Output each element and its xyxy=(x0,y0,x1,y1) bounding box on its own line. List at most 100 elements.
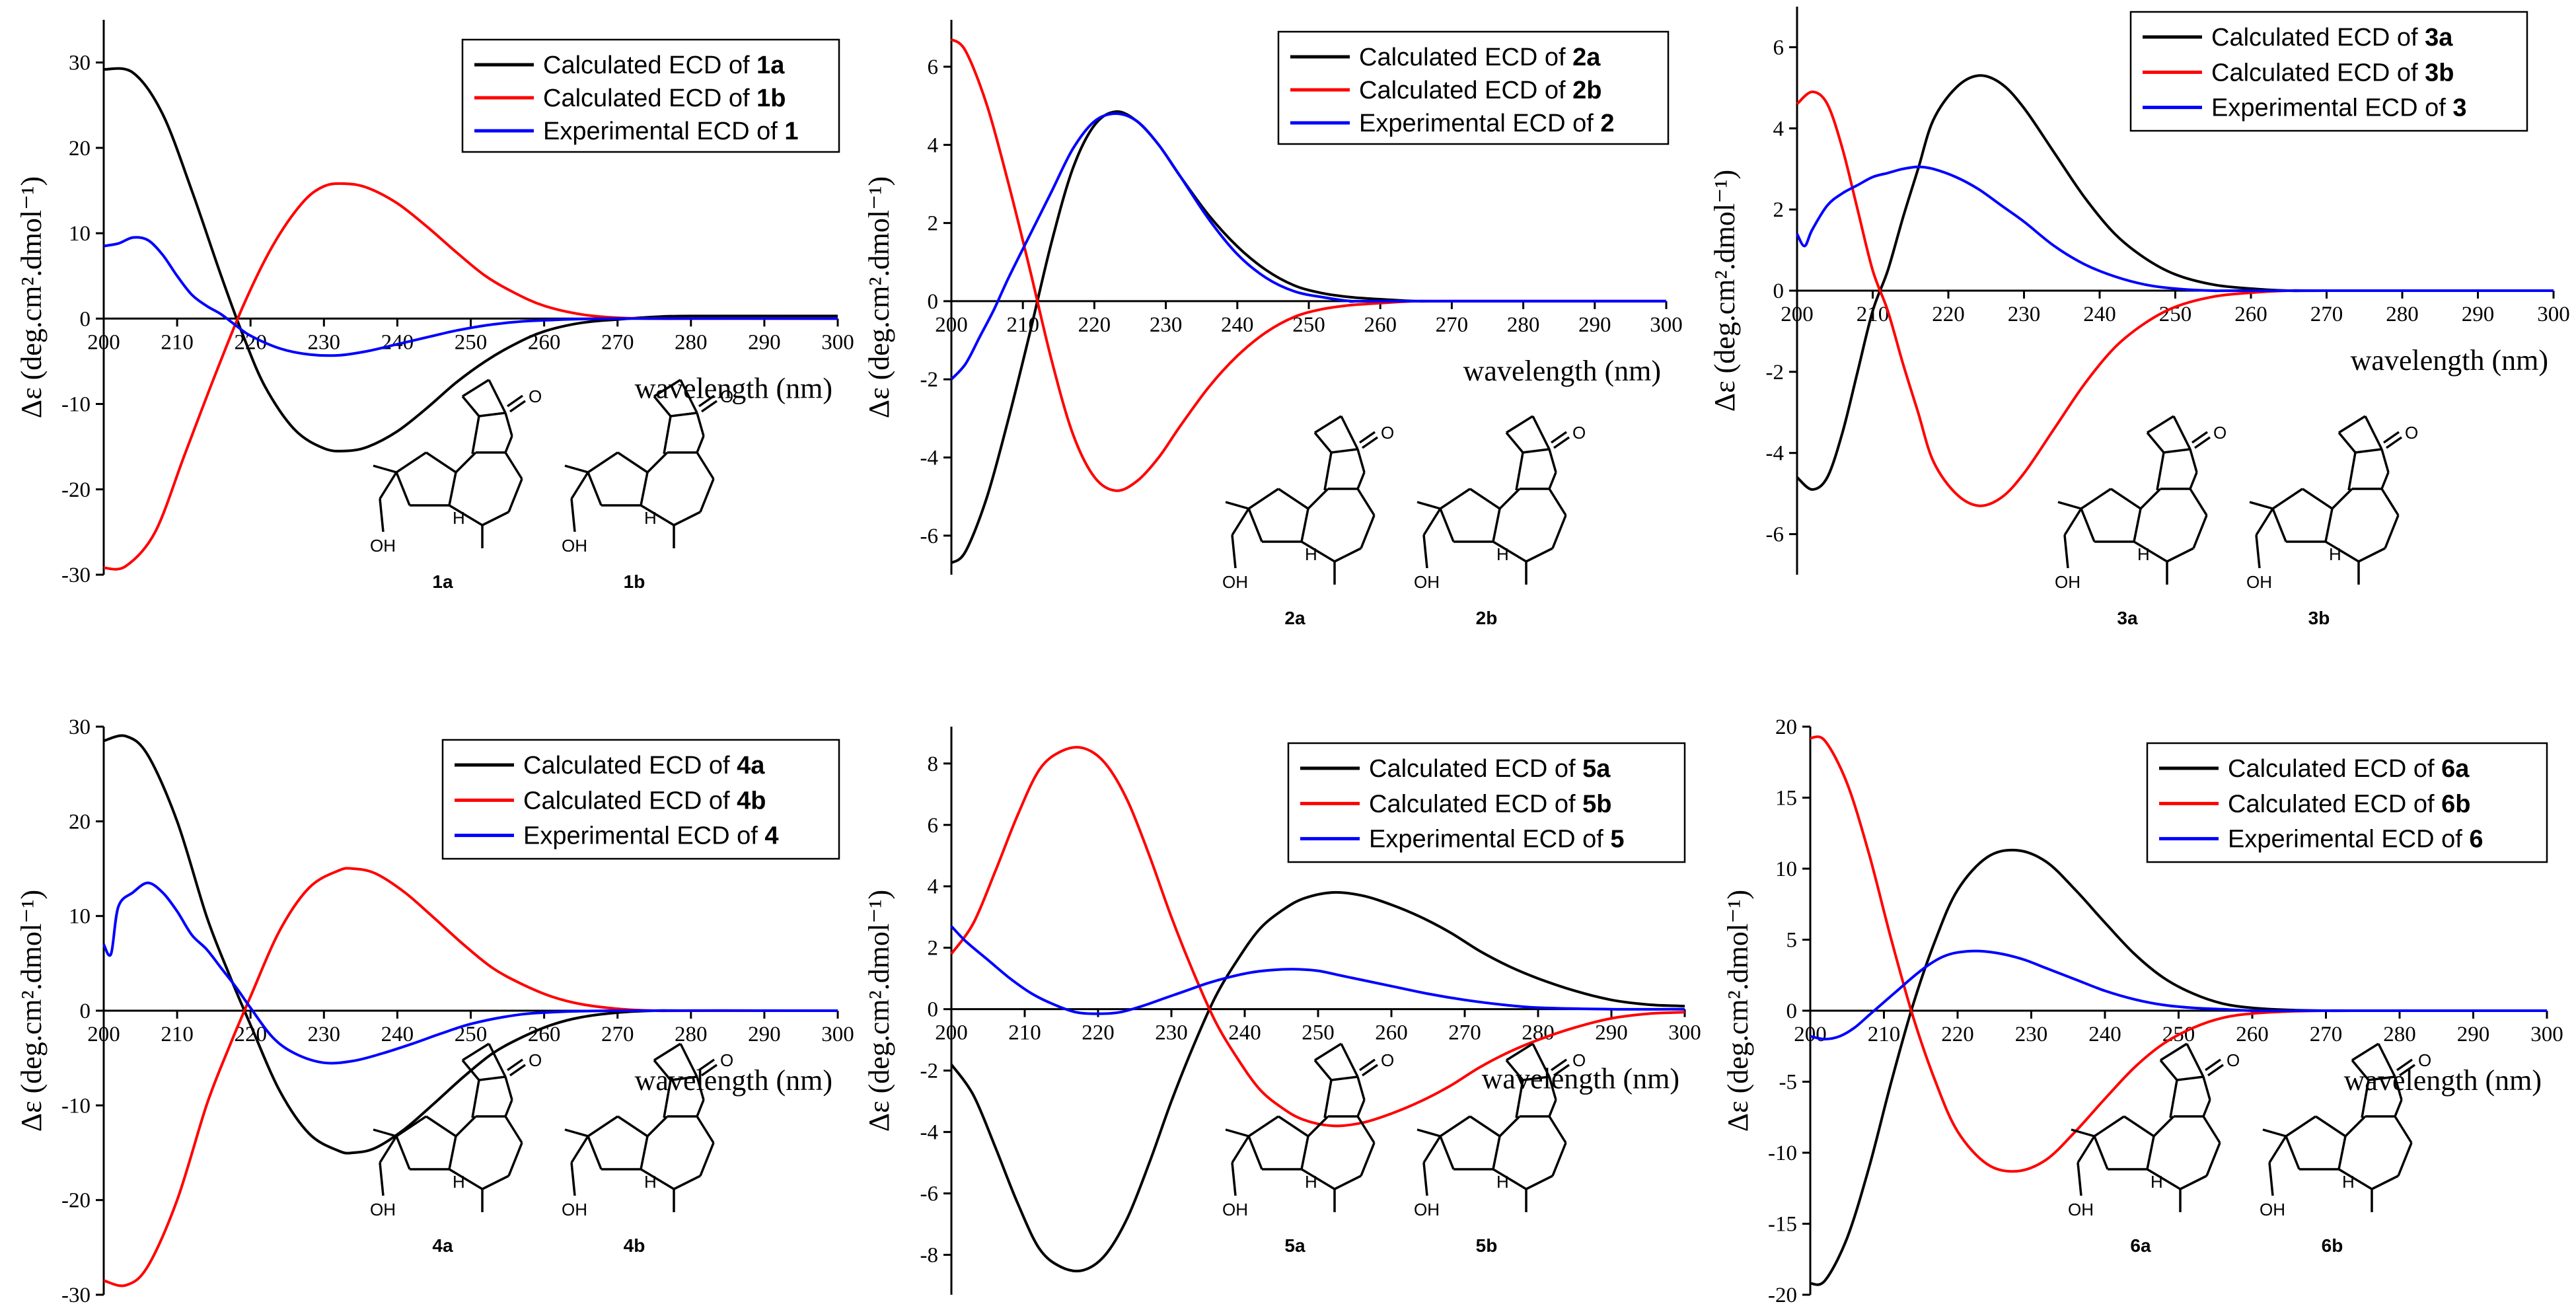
series-line-5 xyxy=(950,925,1685,1015)
legend-entry: Experimental ECD of 6 xyxy=(2228,826,2484,853)
y-tick-label: -20 xyxy=(61,1189,91,1213)
bond xyxy=(640,1136,649,1170)
y-tick-label: 30 xyxy=(69,52,91,75)
y-tick-label: 6 xyxy=(928,55,939,79)
y-tick-label: -4 xyxy=(920,447,939,470)
y-tick-label: 6 xyxy=(928,814,939,838)
bond xyxy=(2344,1115,2367,1138)
bond xyxy=(1314,1042,1342,1062)
bond xyxy=(1492,1136,1501,1170)
x-tick-label: 240 xyxy=(1228,1021,1261,1045)
x-axis-title: wavelength (nm) xyxy=(2344,1064,2542,1097)
bond xyxy=(1422,534,1428,569)
bond xyxy=(461,1059,480,1081)
bond xyxy=(448,1136,457,1170)
bond xyxy=(2337,1136,2347,1170)
bond xyxy=(1313,431,1333,454)
y-tick-label: 2 xyxy=(1773,198,1785,222)
x-tick-label: 230 xyxy=(2015,1023,2048,1046)
x-tick-label: 270 xyxy=(1436,313,1469,337)
bond xyxy=(2202,1116,2221,1143)
bond xyxy=(2139,488,2162,510)
bond xyxy=(455,451,477,474)
x-axis-title: wavelength (nm) xyxy=(635,1064,832,1097)
x-tick-label: 240 xyxy=(2083,303,2116,326)
atom-label: O xyxy=(1572,1050,1586,1070)
y-axis-title: Δε (deg.cm².dmol⁻¹) xyxy=(1722,890,1754,1132)
bond xyxy=(1231,508,1250,536)
atom-label: O xyxy=(1381,423,1394,443)
bond xyxy=(673,1175,701,1190)
bond xyxy=(2331,488,2353,510)
structure-1b: O OH H 1b xyxy=(562,379,733,592)
bond xyxy=(482,511,509,526)
bond xyxy=(1551,515,1567,549)
bond xyxy=(2255,508,2274,536)
bond xyxy=(2351,1042,2379,1062)
bond xyxy=(1362,436,1378,449)
structure-label: 6a xyxy=(2130,1235,2151,1256)
x-tick-label: 280 xyxy=(675,1023,708,1046)
bond xyxy=(617,1115,648,1138)
y-tick-label: -15 xyxy=(1768,1213,1797,1237)
bond xyxy=(2351,1059,2370,1081)
bond xyxy=(699,1142,715,1177)
bond xyxy=(1548,472,1557,489)
bond xyxy=(1506,415,1533,434)
bond xyxy=(2147,1168,2181,1190)
bond xyxy=(587,472,603,506)
x-tick-label: 240 xyxy=(2088,1023,2121,1046)
structure-3b: O OH H 3b xyxy=(2246,415,2418,628)
y-tick-label: 20 xyxy=(69,137,91,161)
bond xyxy=(564,1128,589,1138)
bond xyxy=(2080,488,2112,510)
series-line-5b xyxy=(950,746,1685,1128)
atom-label: H xyxy=(644,508,657,528)
bond xyxy=(2399,1064,2415,1077)
bond xyxy=(2205,1058,2221,1071)
x-tick-label: 300 xyxy=(1650,313,1683,337)
bond xyxy=(448,472,457,506)
bond xyxy=(1360,515,1376,549)
bond xyxy=(2285,1115,2316,1138)
bond xyxy=(1247,508,1263,542)
atom-label: H xyxy=(2151,1172,2163,1192)
y-axis-title: Δε (deg.cm².dmol⁻¹) xyxy=(1709,170,1741,412)
bond xyxy=(461,395,480,417)
bond xyxy=(2255,534,2261,569)
y-tick-label: 10 xyxy=(1775,857,1797,881)
bond xyxy=(1439,508,1455,542)
x-tick-label: 290 xyxy=(1578,313,1611,337)
y-tick-label: 20 xyxy=(69,810,91,834)
y-tick-label: 10 xyxy=(69,222,91,246)
bond xyxy=(1301,1168,1335,1190)
bond xyxy=(2361,1079,2370,1118)
legend: Calculated ECD of 2a Calculated ECD of 2b… xyxy=(1277,30,1670,145)
x-tick-label: 200 xyxy=(935,313,968,337)
bond xyxy=(1531,1043,1551,1077)
atom-label: OH xyxy=(562,1200,587,1219)
y-tick-label: 20 xyxy=(1775,715,1797,739)
y-tick-label: 5 xyxy=(1786,929,1798,953)
legend-entry: Experimental ECD of 4 xyxy=(523,822,779,850)
x-tick-label: 290 xyxy=(748,1023,781,1046)
x-tick-label: 300 xyxy=(2537,303,2570,326)
legend-entry: Calculated ECD of 6b xyxy=(2228,790,2471,818)
atom-label: OH xyxy=(562,536,587,556)
bond xyxy=(2371,1175,2399,1190)
bond xyxy=(379,472,398,499)
legend-entry: Calculated ECD of 5b xyxy=(1369,790,1612,818)
atom-label: H xyxy=(2342,1172,2355,1192)
y-tick-label: 30 xyxy=(69,715,91,739)
bond xyxy=(570,1136,589,1163)
y-tick-label: 2 xyxy=(928,212,939,236)
bond xyxy=(1531,416,1551,450)
bond xyxy=(1356,449,1366,473)
structure-6a: O OH H 6a xyxy=(2068,1042,2240,1256)
bond xyxy=(2355,448,2382,454)
bond xyxy=(1417,501,1441,510)
legend-entry: Calculated ECD of 6a xyxy=(2228,755,2470,783)
x-tick-label: 250 xyxy=(1302,1021,1335,1045)
x-tick-label: 260 xyxy=(2234,303,2267,326)
bond xyxy=(2110,488,2141,510)
